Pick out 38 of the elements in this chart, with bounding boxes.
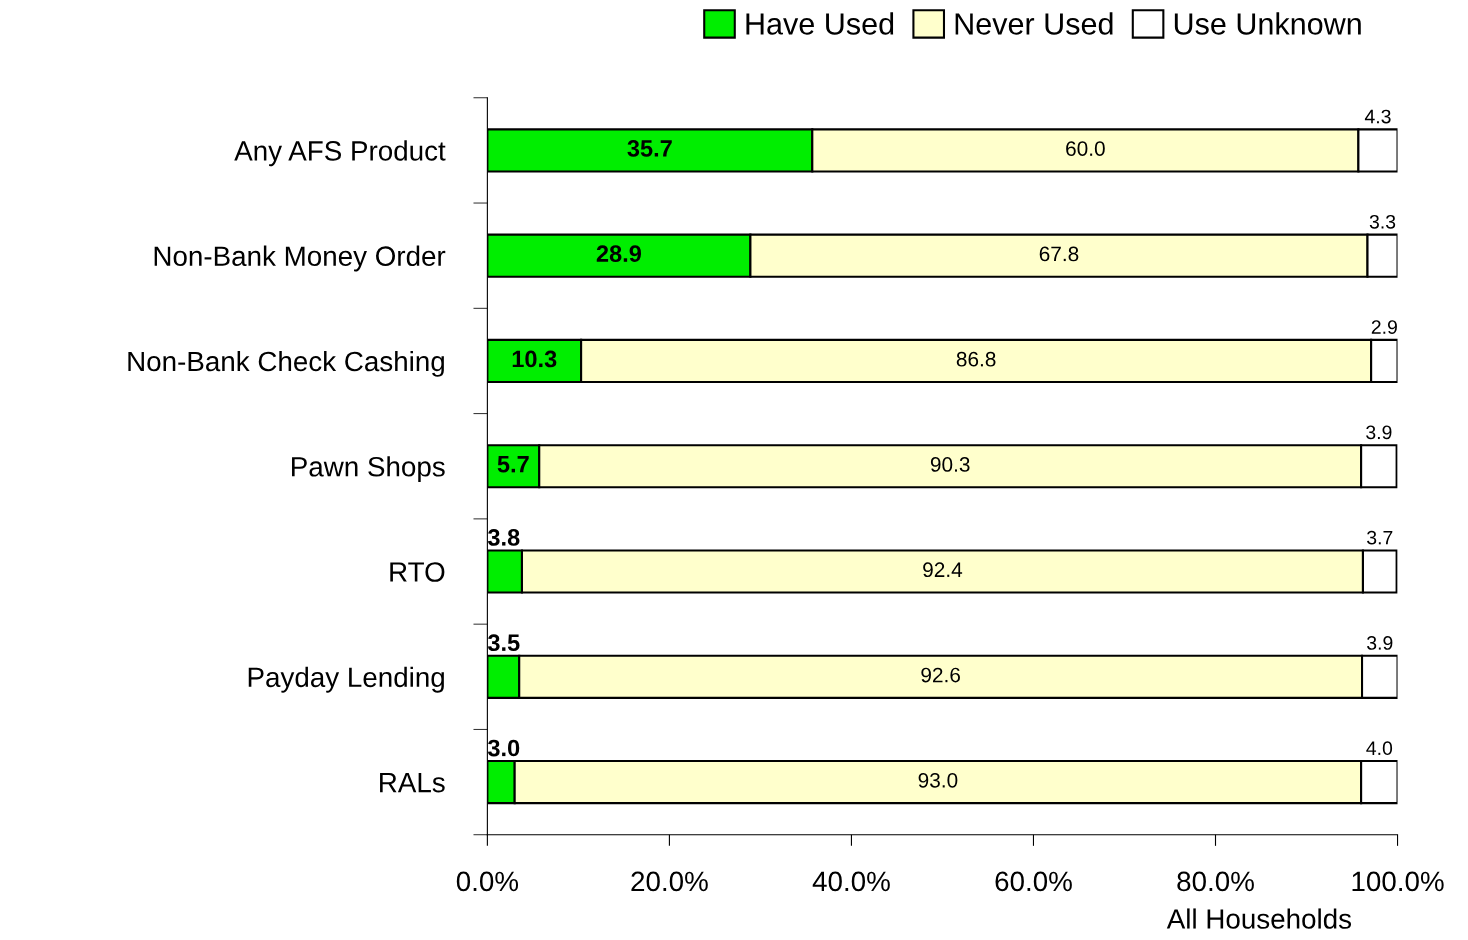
- x-tick-label: 100.0%: [1352, 871, 1444, 892]
- data-label: 4.0: [1366, 741, 1393, 756]
- data-label: 35.7: [627, 140, 672, 157]
- y-tick-label: Pawn Shops: [292, 456, 445, 483]
- y-tick-label: Any AFS Product: [234, 140, 446, 167]
- data-label: 3.8: [487, 529, 520, 546]
- legend-label: Never Used: [955, 12, 1113, 35]
- data-label: 93.0: [918, 772, 958, 788]
- y-tick-label: Non-Bank Check Cashing: [128, 350, 444, 377]
- y-tick-label: RTO: [390, 562, 445, 582]
- x-axis-title: All Households: [1166, 908, 1352, 929]
- data-label: 3.9: [1367, 636, 1393, 650]
- data-label: 90.3: [930, 457, 970, 472]
- data-label: 4.3: [1364, 109, 1391, 124]
- data-label: 67.8: [1039, 246, 1079, 262]
- x-tick-label: 60.0%: [995, 871, 1072, 892]
- data-label: 5.7: [497, 456, 529, 473]
- x-tick-label: 40.0%: [812, 871, 890, 892]
- y-tick-label: RALs: [380, 773, 445, 793]
- y-tick-label: Non-Bank Money Order: [154, 245, 446, 272]
- data-label: 86.8: [956, 351, 996, 367]
- y-tick-label: Payday Lending: [248, 666, 444, 693]
- data-label: 28.9: [596, 245, 641, 263]
- data-label: 3.0: [487, 739, 520, 757]
- data-label: 10.3: [512, 350, 557, 368]
- x-tick-label: 80.0%: [1177, 871, 1254, 892]
- data-label: 92.4: [923, 562, 963, 578]
- data-label: 2.9: [1371, 320, 1397, 334]
- data-label: 60.0: [1066, 141, 1105, 156]
- data-label: 3.7: [1367, 530, 1393, 545]
- data-label: 3.5: [487, 634, 520, 652]
- x-tick-label: 0.0%: [456, 871, 519, 892]
- data-label: 3.9: [1366, 425, 1392, 440]
- legend-label: Use Unknown: [1174, 12, 1361, 35]
- legend-label: Have Used: [746, 12, 894, 35]
- data-label: 92.6: [921, 667, 960, 683]
- x-tick-label: 20.0%: [631, 871, 708, 892]
- data-label: 3.3: [1369, 214, 1396, 229]
